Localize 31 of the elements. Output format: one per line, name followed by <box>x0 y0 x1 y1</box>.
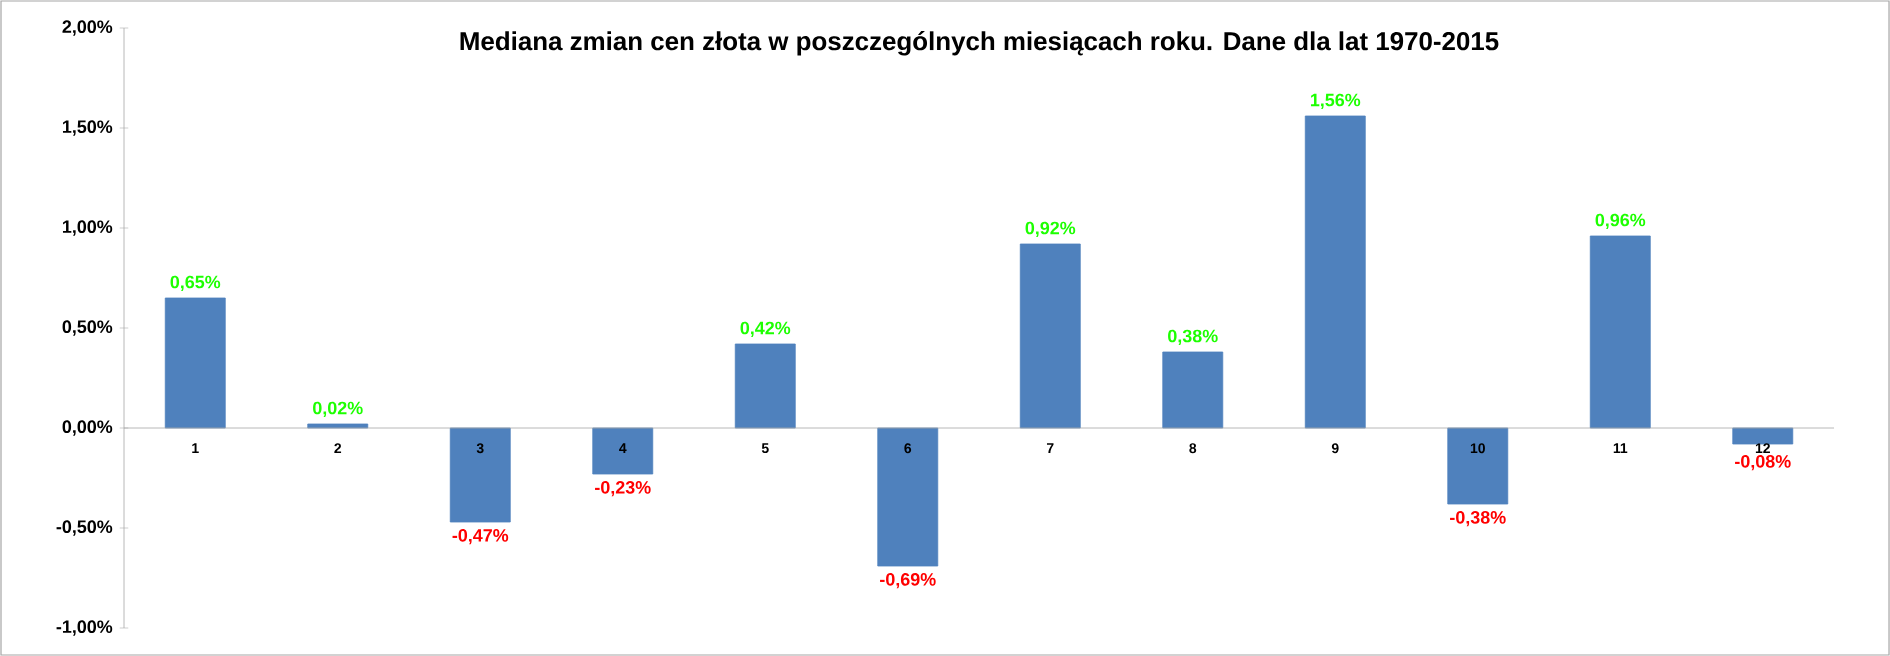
data-label: -0,47% <box>452 529 509 545</box>
bar <box>1304 115 1366 429</box>
bar <box>1589 235 1651 429</box>
bar <box>1447 427 1509 505</box>
y-tick-label: -0,50% <box>56 520 113 536</box>
y-tick-label: -1,00% <box>56 620 113 636</box>
y-tick-label: 0,00% <box>62 420 113 436</box>
bar <box>164 297 226 429</box>
bar <box>1019 243 1081 429</box>
data-label: 0,42% <box>740 321 791 337</box>
y-tick-label: 0,50% <box>62 320 113 336</box>
data-label: -0,38% <box>1450 511 1506 527</box>
y-tick-label: 2,00% <box>62 20 113 36</box>
bar <box>1162 351 1224 429</box>
data-label: -0,23% <box>595 481 651 497</box>
data-label: 1,56% <box>1310 93 1361 109</box>
data-label: -0,69% <box>880 573 936 589</box>
data-label: 0,38% <box>1168 329 1218 345</box>
data-label: -0,08% <box>1735 455 1791 471</box>
data-label: 0,92% <box>1025 221 1076 237</box>
chart-title: Mediana zmian cen złota w poszczególnych miesiącach roku. Dane dla lat 1970-2015 <box>460 31 1499 56</box>
y-tick-label: 1,00% <box>62 220 113 236</box>
data-label: 0,65% <box>170 275 221 291</box>
data-label: 0,96% <box>1595 213 1646 229</box>
bar <box>734 343 796 429</box>
bar <box>592 427 654 475</box>
bar <box>877 427 939 567</box>
bar <box>1732 427 1794 445</box>
bar <box>449 427 511 523</box>
data-label: 0,02% <box>313 401 363 417</box>
y-tick-label: 1,50% <box>62 120 113 136</box>
